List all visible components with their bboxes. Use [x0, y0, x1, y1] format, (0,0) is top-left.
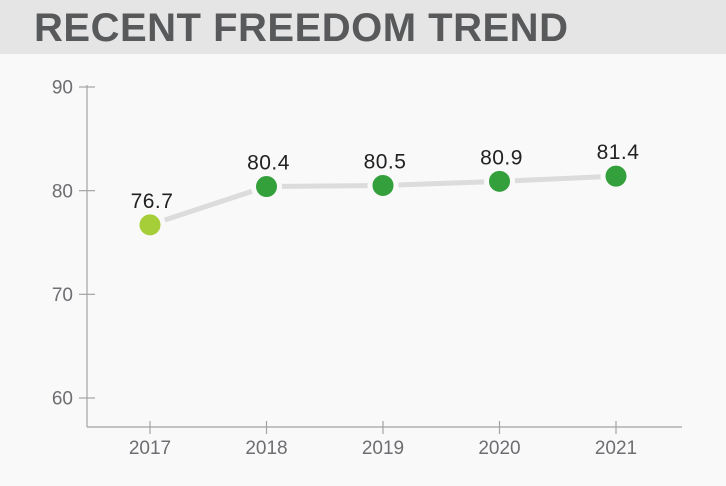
x-tick-label: 2017 — [129, 438, 171, 459]
y-tick-label: 60 — [52, 389, 73, 410]
y-tick-label: 90 — [52, 78, 73, 99]
data-point-label: 81.4 — [597, 141, 640, 164]
x-tick-label: 2021 — [595, 438, 637, 459]
chart-area: 90 80 70 60 2017 2018 2019 2020 2021 76.7 80.4 80.5… — [0, 54, 726, 486]
data-point-label: 80.4 — [247, 152, 290, 175]
y-tick-label: 70 — [52, 285, 73, 306]
data-point — [367, 169, 399, 201]
x-tick-label: 2020 — [478, 438, 520, 459]
y-tick-label: 80 — [52, 181, 73, 202]
data-point — [134, 209, 166, 241]
x-tick-label: 2018 — [245, 438, 287, 459]
data-point — [600, 160, 632, 192]
data-point — [251, 171, 282, 203]
x-tick-label: 2019 — [362, 438, 404, 459]
freedom-trend-line-chart: 90 80 70 60 2017 2018 2019 2020 2021 76.7 80.4 80.5… — [52, 78, 682, 459]
data-point-label: 80.9 — [480, 146, 523, 169]
chart-title: RECENT FREEDOM TREND — [34, 6, 569, 50]
data-point — [484, 165, 515, 197]
data-point-label: 80.5 — [364, 150, 407, 173]
chart-title-bar: RECENT FREEDOM TREND — [0, 0, 726, 54]
data-point-label: 76.7 — [131, 190, 174, 213]
